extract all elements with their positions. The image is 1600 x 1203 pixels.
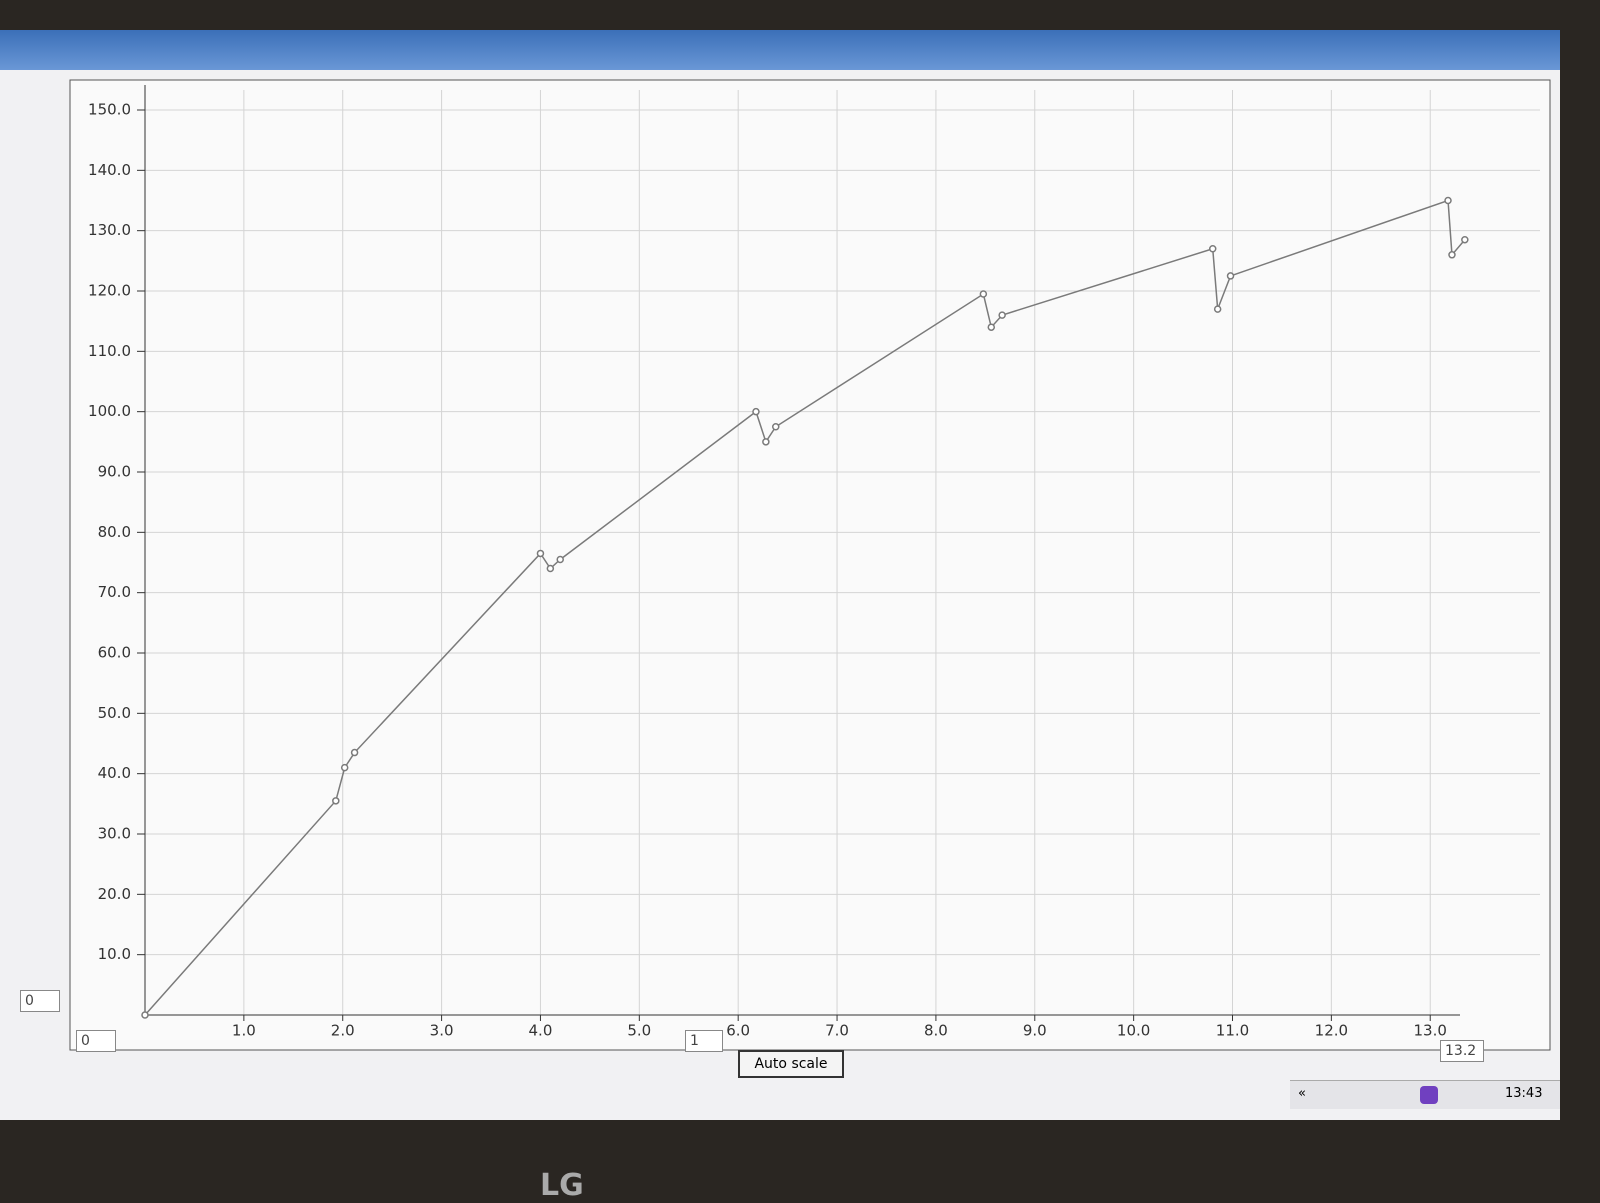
data-point <box>987 323 996 331</box>
y-tick-label: 90.0 <box>98 463 131 481</box>
y-tick-label: 40.0 <box>98 764 131 782</box>
x-tick-label: 7.0 <box>825 1022 849 1040</box>
y-tick-label: 120.0 <box>88 282 131 300</box>
data-point <box>340 763 349 772</box>
x-tick-label: 1.0 <box>232 1022 256 1040</box>
data-point <box>332 797 340 805</box>
data-point <box>1226 272 1235 280</box>
y-tick-label: 10.0 <box>98 945 131 963</box>
y-tick-label: 110.0 <box>88 342 131 360</box>
data-point <box>141 1011 149 1019</box>
step-field[interactable]: 1 <box>685 1030 723 1052</box>
data-point <box>546 564 555 573</box>
x-tick-label: 9.0 <box>1023 1022 1047 1040</box>
clock: 13:43 <box>1505 1086 1543 1101</box>
y-tick-label: 80.0 <box>98 523 131 541</box>
x-min-field[interactable]: 0 <box>76 1030 116 1052</box>
x-tick-label: 6.0 <box>726 1022 750 1040</box>
x-tick-label: 2.0 <box>331 1022 355 1040</box>
data-point <box>1208 245 1217 253</box>
data-point <box>772 423 780 431</box>
x-tick-label: 12.0 <box>1315 1022 1348 1040</box>
expand-tray[interactable]: « <box>1298 1086 1306 1101</box>
x-tick-label: 4.0 <box>529 1022 553 1040</box>
title-bar <box>0 30 1560 70</box>
y-tick-label: 150.0 <box>88 101 131 119</box>
y-tick-label: 60.0 <box>98 644 131 662</box>
data-point <box>1444 196 1452 205</box>
x-tick-label: 10.0 <box>1117 1022 1150 1040</box>
plot-area <box>69 79 1551 1051</box>
x-tick-label: 11.0 <box>1216 1022 1249 1040</box>
tray-icon[interactable] <box>1420 1086 1438 1104</box>
data-point <box>979 290 988 298</box>
taskbar: « 13:43 <box>1290 1080 1560 1109</box>
y-tick-label: 100.0 <box>88 402 131 420</box>
data-point <box>752 407 760 416</box>
data-point <box>762 438 770 446</box>
x-tick-label: 3.0 <box>430 1022 454 1040</box>
data-point <box>350 748 359 757</box>
x-max-field[interactable]: 13.2 <box>1440 1040 1484 1062</box>
y-tick-label: 30.0 <box>98 825 131 843</box>
x-tick-label: 8.0 <box>924 1022 948 1040</box>
x-tick-label: 13.0 <box>1414 1022 1447 1040</box>
auto-scale-button[interactable]: Auto scale <box>738 1050 844 1078</box>
y-tick-label: 50.0 <box>98 704 131 722</box>
data-point <box>536 549 545 558</box>
y-tick-label: 130.0 <box>88 221 131 239</box>
monitor-brand: LG <box>540 1168 584 1203</box>
data-point <box>1461 235 1469 244</box>
data-point <box>1448 251 1456 259</box>
x-tick-label: 5.0 <box>627 1022 651 1040</box>
chart: 10.0 20.0 30.0 40.0 50.0 60.0 70.0 80.0 90.0 100.… <box>69 79 1551 1051</box>
y-tick-label: 20.0 <box>98 885 131 903</box>
y-tick-label: 140.0 <box>88 161 131 179</box>
y-tick-label: 70.0 <box>98 583 131 601</box>
data-point <box>1213 305 1222 313</box>
screen: 10.0 20.0 30.0 40.0 50.0 60.0 70.0 80.0 90.0 100.… <box>0 30 1560 1120</box>
data-point <box>556 555 564 564</box>
y-min-field[interactable]: 0 <box>20 990 60 1012</box>
data-point <box>998 311 1006 319</box>
